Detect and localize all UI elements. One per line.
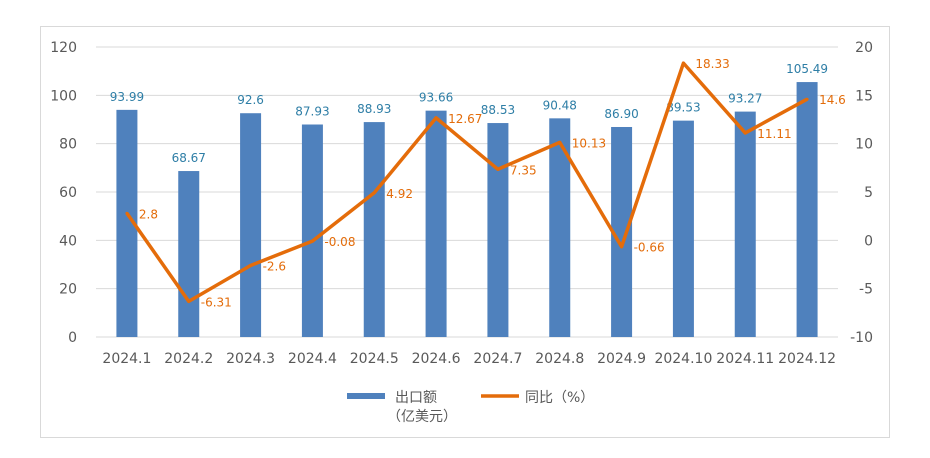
- line-point: [187, 299, 191, 303]
- line-point: [620, 245, 624, 249]
- bar: [672, 120, 694, 337]
- x-tick-label: 2024.7: [473, 351, 522, 367]
- bar-value-label: 93.99: [110, 90, 144, 104]
- line-point: [743, 131, 747, 135]
- y-left-tick-label: 60: [59, 185, 77, 201]
- bar-value-label: 93.27: [728, 92, 762, 106]
- line-point: [310, 239, 314, 243]
- y-right-tick-label: 0: [864, 233, 873, 249]
- combo-chart: 0 20 40 60 80 100 120 -10 -5 0 5 10 15 20 93.99 68.67…: [50, 40, 873, 425]
- x-tick-label: 2024.4: [288, 351, 337, 367]
- bar: [178, 171, 200, 337]
- x-tick-label: 2024.3: [226, 351, 275, 367]
- bar: [734, 111, 756, 337]
- line-value-label: 12.67: [448, 112, 482, 126]
- bar: [301, 124, 323, 337]
- bar-data-labels: 93.99 68.67 92.6 87.93 88.93 93.66 88.53 90.48 8…: [110, 62, 828, 165]
- line-series: [125, 61, 809, 304]
- line-point: [805, 97, 809, 101]
- x-axis-ticks: 2024.1 2024.2 2024.3 2024.4 2024.5 2024.6 2024…: [102, 351, 836, 367]
- line-point: [249, 263, 253, 267]
- bar-value-label: 92.6: [237, 93, 264, 107]
- yoy-line: [125, 61, 808, 304]
- x-tick-label: 2024.9: [597, 351, 646, 367]
- line-point: [496, 167, 500, 171]
- y-left-tick-label: 0: [68, 330, 77, 346]
- line-value-label: 11.11: [757, 127, 791, 141]
- x-tick-label: 2024.11: [716, 351, 774, 367]
- y-left-tick-label: 120: [50, 40, 77, 56]
- line-value-label: 10.13: [572, 136, 606, 150]
- line-point: [434, 116, 438, 120]
- x-tick-label: 2024.5: [350, 351, 399, 367]
- legend-line-label: 同比（%）: [525, 390, 594, 406]
- y-left-tick-label: 40: [59, 233, 77, 249]
- legend-bar-swatch: [347, 393, 385, 399]
- x-tick-label: 2024.12: [778, 351, 836, 367]
- bar: [363, 122, 385, 337]
- line-point: [558, 140, 562, 144]
- y-right-tick-label: -10: [850, 330, 873, 346]
- bar: [796, 82, 818, 338]
- line-value-label: 2.8: [139, 207, 158, 221]
- bar-value-label: 93.66: [419, 91, 453, 105]
- line-value-label: 18.33: [695, 57, 729, 71]
- y-right-tick-label: -5: [859, 282, 873, 298]
- y-left-tick-label: 100: [50, 88, 77, 104]
- bar-value-label: 88.93: [357, 102, 391, 116]
- line-value-label: -0.08: [324, 235, 355, 249]
- bar-value-label: 86.90: [604, 107, 638, 121]
- y-right-tick-label: 20: [855, 40, 873, 56]
- legend-bar-label: 出口额: [395, 390, 437, 406]
- bar: [425, 110, 447, 337]
- bar: [549, 118, 571, 337]
- x-tick-label: 2024.8: [535, 351, 584, 367]
- bar-value-label: 89.53: [666, 101, 700, 115]
- line-value-label: 4.92: [386, 187, 413, 201]
- chart-frame: 0 20 40 60 80 100 120 -10 -5 0 5 10 15 20 93.99 68.67…: [40, 26, 890, 438]
- bar: [487, 123, 509, 338]
- x-tick-label: 2024.6: [412, 351, 461, 367]
- line-value-label: 7.35: [510, 163, 537, 177]
- y-right-tick-label: 10: [855, 137, 873, 153]
- line-value-label: -6.31: [201, 295, 232, 309]
- legend: 出口额 （亿美元） 同比（%）: [347, 390, 594, 425]
- y-right-tick-label: 15: [855, 88, 873, 104]
- bar-value-label: 87.93: [295, 105, 329, 119]
- bar-value-label: 68.67: [172, 151, 206, 165]
- line-point: [372, 191, 376, 195]
- y-axis-right-ticks: -10 -5 0 5 10 15 20: [850, 40, 873, 346]
- legend-bar-label-unit: （亿美元）: [387, 409, 457, 425]
- bar: [611, 126, 633, 337]
- x-tick-label: 2024.1: [102, 351, 151, 367]
- line-data-labels: 2.8 -6.31 -2.6 -0.08 4.92 12.67 7.35 10.13 -0.66…: [139, 57, 846, 309]
- line-value-label: -0.66: [634, 241, 665, 255]
- bar-value-label: 90.48: [543, 98, 577, 112]
- line-value-label: -2.6: [263, 259, 286, 273]
- y-left-tick-label: 80: [59, 137, 77, 153]
- line-value-label: 14.6: [819, 93, 846, 107]
- bar-value-label: 88.53: [481, 103, 515, 117]
- bar-value-label: 105.49: [786, 62, 828, 76]
- x-tick-label: 2024.10: [654, 351, 712, 367]
- y-left-tick-label: 20: [59, 282, 77, 298]
- gridlines: [96, 46, 838, 338]
- y-axis-left-ticks: 0 20 40 60 80 100 120: [50, 40, 77, 346]
- bar: [240, 113, 262, 337]
- y-right-tick-label: 5: [864, 185, 873, 201]
- line-point: [125, 211, 129, 215]
- line-point: [681, 61, 685, 65]
- x-tick-label: 2024.2: [164, 351, 213, 367]
- bar: [116, 109, 138, 337]
- bar-series: [116, 82, 818, 338]
